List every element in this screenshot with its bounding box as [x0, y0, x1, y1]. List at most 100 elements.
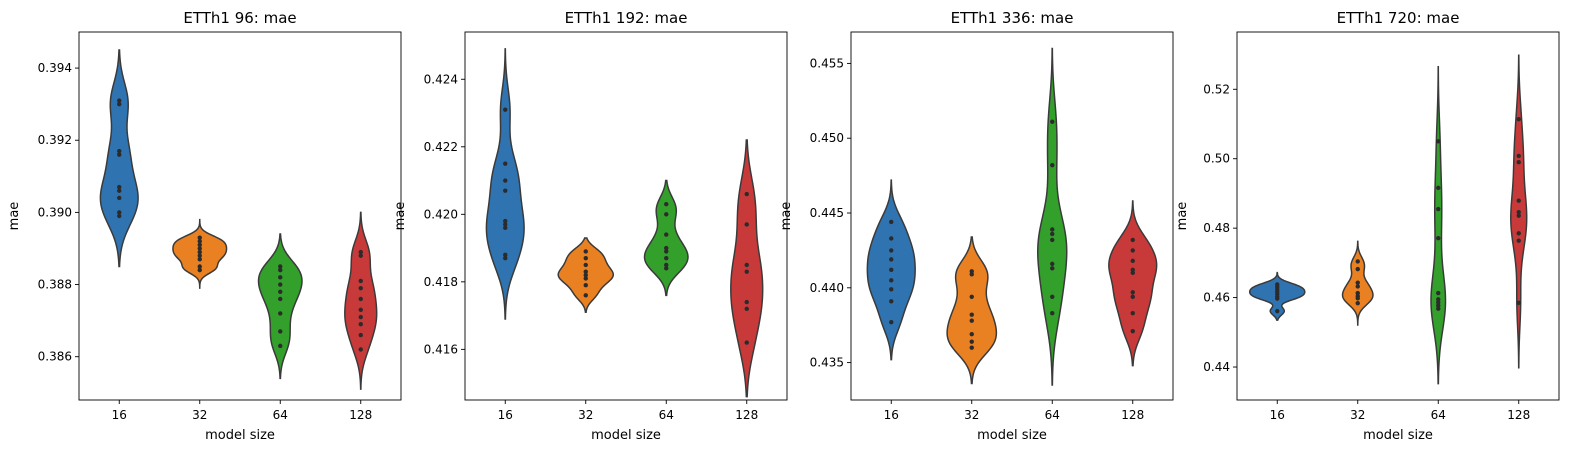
data-point — [117, 210, 122, 215]
x-tick-label: 16 — [112, 408, 127, 422]
data-point — [583, 256, 588, 261]
data-point — [664, 245, 669, 251]
data-point — [969, 294, 974, 299]
data-point — [1516, 238, 1521, 243]
data-point — [664, 232, 669, 237]
data-point — [1355, 284, 1360, 289]
y-tick-label: 0.390 — [38, 205, 72, 219]
data-point — [1516, 300, 1521, 305]
data-point — [117, 195, 122, 201]
x-tick-label: 64 — [1045, 408, 1060, 422]
data-point — [1516, 116, 1521, 122]
data-point — [664, 212, 669, 217]
chart-panel-4: ETTh1 720: mae 0.44 0.46 0.48 0.50 0.52 16 32 64… — [1175, 9, 1560, 443]
data-point — [1436, 139, 1441, 144]
data-point — [889, 278, 894, 283]
data-point — [197, 239, 202, 244]
data-point — [1355, 280, 1360, 285]
data-point — [1130, 237, 1135, 243]
data-point — [744, 299, 749, 305]
data-point — [1050, 231, 1055, 237]
data-point — [358, 332, 363, 338]
data-point — [889, 257, 894, 262]
data-point — [664, 266, 669, 271]
violin-16 — [99, 49, 139, 268]
x-tick-label: 128 — [735, 408, 758, 422]
x-tick-label: 32 — [192, 408, 207, 422]
y-tick-label: 0.392 — [38, 133, 72, 147]
data-point — [503, 161, 508, 166]
data-point — [889, 248, 894, 253]
y-tick-label: 0.420 — [424, 207, 458, 221]
y-tick-label: 0.48 — [1203, 221, 1230, 235]
data-point — [278, 296, 283, 302]
y-tick-label: 0.455 — [810, 56, 844, 70]
data-point — [583, 249, 588, 254]
y-tick-label: 0.46 — [1203, 291, 1230, 305]
plot-frame — [78, 31, 402, 401]
y-tick-label: 0.388 — [38, 278, 72, 292]
x-tick-label: 16 — [884, 408, 899, 422]
data-point — [197, 253, 202, 258]
data-point — [197, 235, 202, 240]
data-point — [1050, 266, 1055, 271]
data-point — [969, 312, 974, 317]
data-point — [744, 306, 749, 312]
data-point — [1130, 311, 1135, 316]
data-point — [117, 184, 122, 190]
chart-title: ETTh1 96: mae — [183, 9, 296, 27]
chart-title: ETTh1 720: mae — [1337, 9, 1460, 27]
x-tick-label: 128 — [1121, 408, 1144, 422]
data-point — [583, 283, 588, 288]
data-point — [117, 188, 122, 193]
data-point — [358, 285, 363, 291]
data-point — [969, 331, 974, 337]
y-tick-label: 0.44 — [1203, 360, 1230, 374]
y-axis-label: mae — [7, 202, 22, 231]
x-tick-label: 64 — [273, 408, 288, 422]
data-point — [278, 343, 283, 349]
data-point — [1275, 308, 1280, 314]
data-point — [1516, 159, 1521, 165]
data-point — [117, 148, 122, 154]
data-point — [1355, 259, 1360, 264]
data-point — [1130, 267, 1135, 273]
data-point — [1355, 300, 1360, 306]
data-point — [889, 320, 894, 325]
data-point — [1050, 162, 1055, 168]
y-tick-label: 0.52 — [1203, 82, 1230, 96]
x-tick-label: 16 — [498, 408, 513, 422]
data-point — [664, 262, 669, 268]
violin-128 — [1108, 200, 1158, 367]
y-tick-label: 0.424 — [424, 72, 458, 86]
data-point — [358, 249, 363, 255]
plot-frame — [464, 31, 788, 401]
data-point — [278, 267, 283, 273]
data-point — [583, 269, 588, 274]
data-point — [117, 213, 122, 219]
x-tick-label: 128 — [1507, 408, 1530, 422]
data-point — [664, 249, 669, 254]
x-tick-label: 64 — [1431, 408, 1446, 422]
data-point — [1516, 209, 1521, 215]
data-point — [503, 252, 508, 258]
x-tick-label: 64 — [659, 408, 674, 422]
data-point — [503, 188, 508, 193]
data-point — [889, 236, 894, 241]
data-point — [503, 178, 508, 183]
data-point — [1355, 293, 1360, 299]
data-point — [278, 264, 283, 269]
data-point — [358, 253, 363, 258]
plot-frame — [1236, 31, 1560, 401]
data-point — [583, 272, 588, 278]
data-point — [583, 293, 588, 298]
data-point — [1436, 185, 1441, 191]
y-tick-label: 0.50 — [1203, 152, 1230, 166]
violin-128 — [730, 139, 764, 398]
data-point — [197, 257, 202, 262]
y-tick-label: 0.394 — [38, 61, 72, 75]
x-tick-label: 32 — [578, 408, 593, 422]
data-point — [278, 329, 283, 334]
data-point — [1050, 261, 1055, 267]
